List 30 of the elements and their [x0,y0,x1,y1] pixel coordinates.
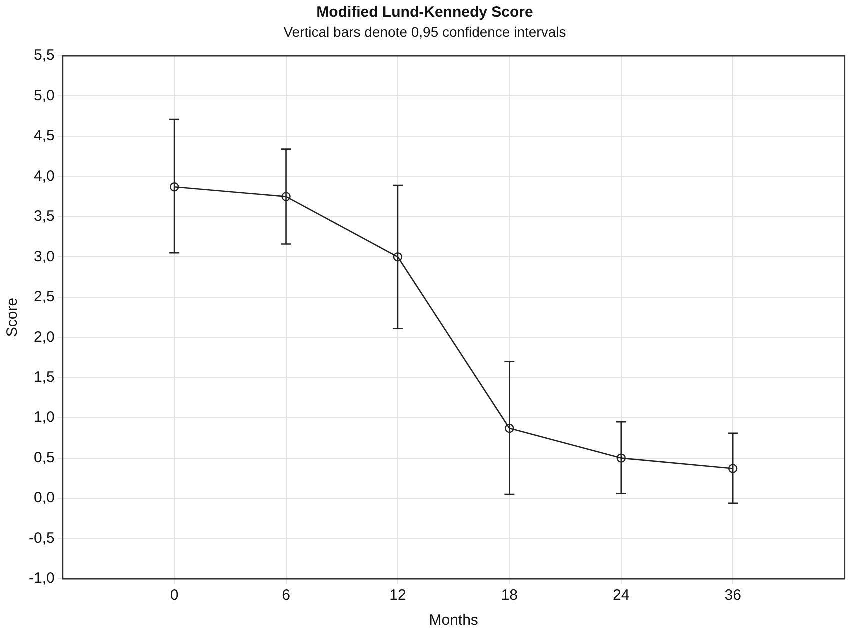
y-tick-label: 4,0 [34,168,55,185]
x-tick-label: 0 [170,587,179,604]
y-tick-label: 5,0 [34,87,55,104]
y-tick-label: -1,0 [28,570,55,588]
y-tick-label: 0,0 [34,490,55,507]
x-tick-label: 24 [613,587,630,604]
y-tick-label: 2,0 [34,328,55,346]
y-tick-label: 3,5 [34,208,55,226]
y-tick-label: 3,0 [34,248,55,266]
point [282,192,291,202]
point [616,454,626,463]
point [505,424,514,434]
x-tick-label: 36 [724,587,742,604]
point [728,464,738,474]
y-tick-label: 2,5 [34,288,55,306]
y-tick-label: 1,0 [34,409,55,426]
y-tick-label: -0,5 [28,530,55,547]
x-axis-title: Months [429,612,478,630]
y-tick-label: 5,5 [34,47,55,64]
y-tick-label: 4,5 [34,128,55,145]
x-tick-label: 6 [282,587,290,604]
chart-subtitle: Vertical bars denote 0,95 confidence intervals [282,24,568,40]
y-axis-title: Score [4,298,22,338]
point [393,252,403,262]
y-tick-label: 0,5 [34,449,55,466]
x-tick-label: 12 [390,587,406,604]
x-tick-label: 18 [501,587,518,604]
y-tick-label: 1,5 [34,368,55,386]
chart-title: Modified Lund-Kennedy Score [316,4,534,21]
point [170,182,180,192]
